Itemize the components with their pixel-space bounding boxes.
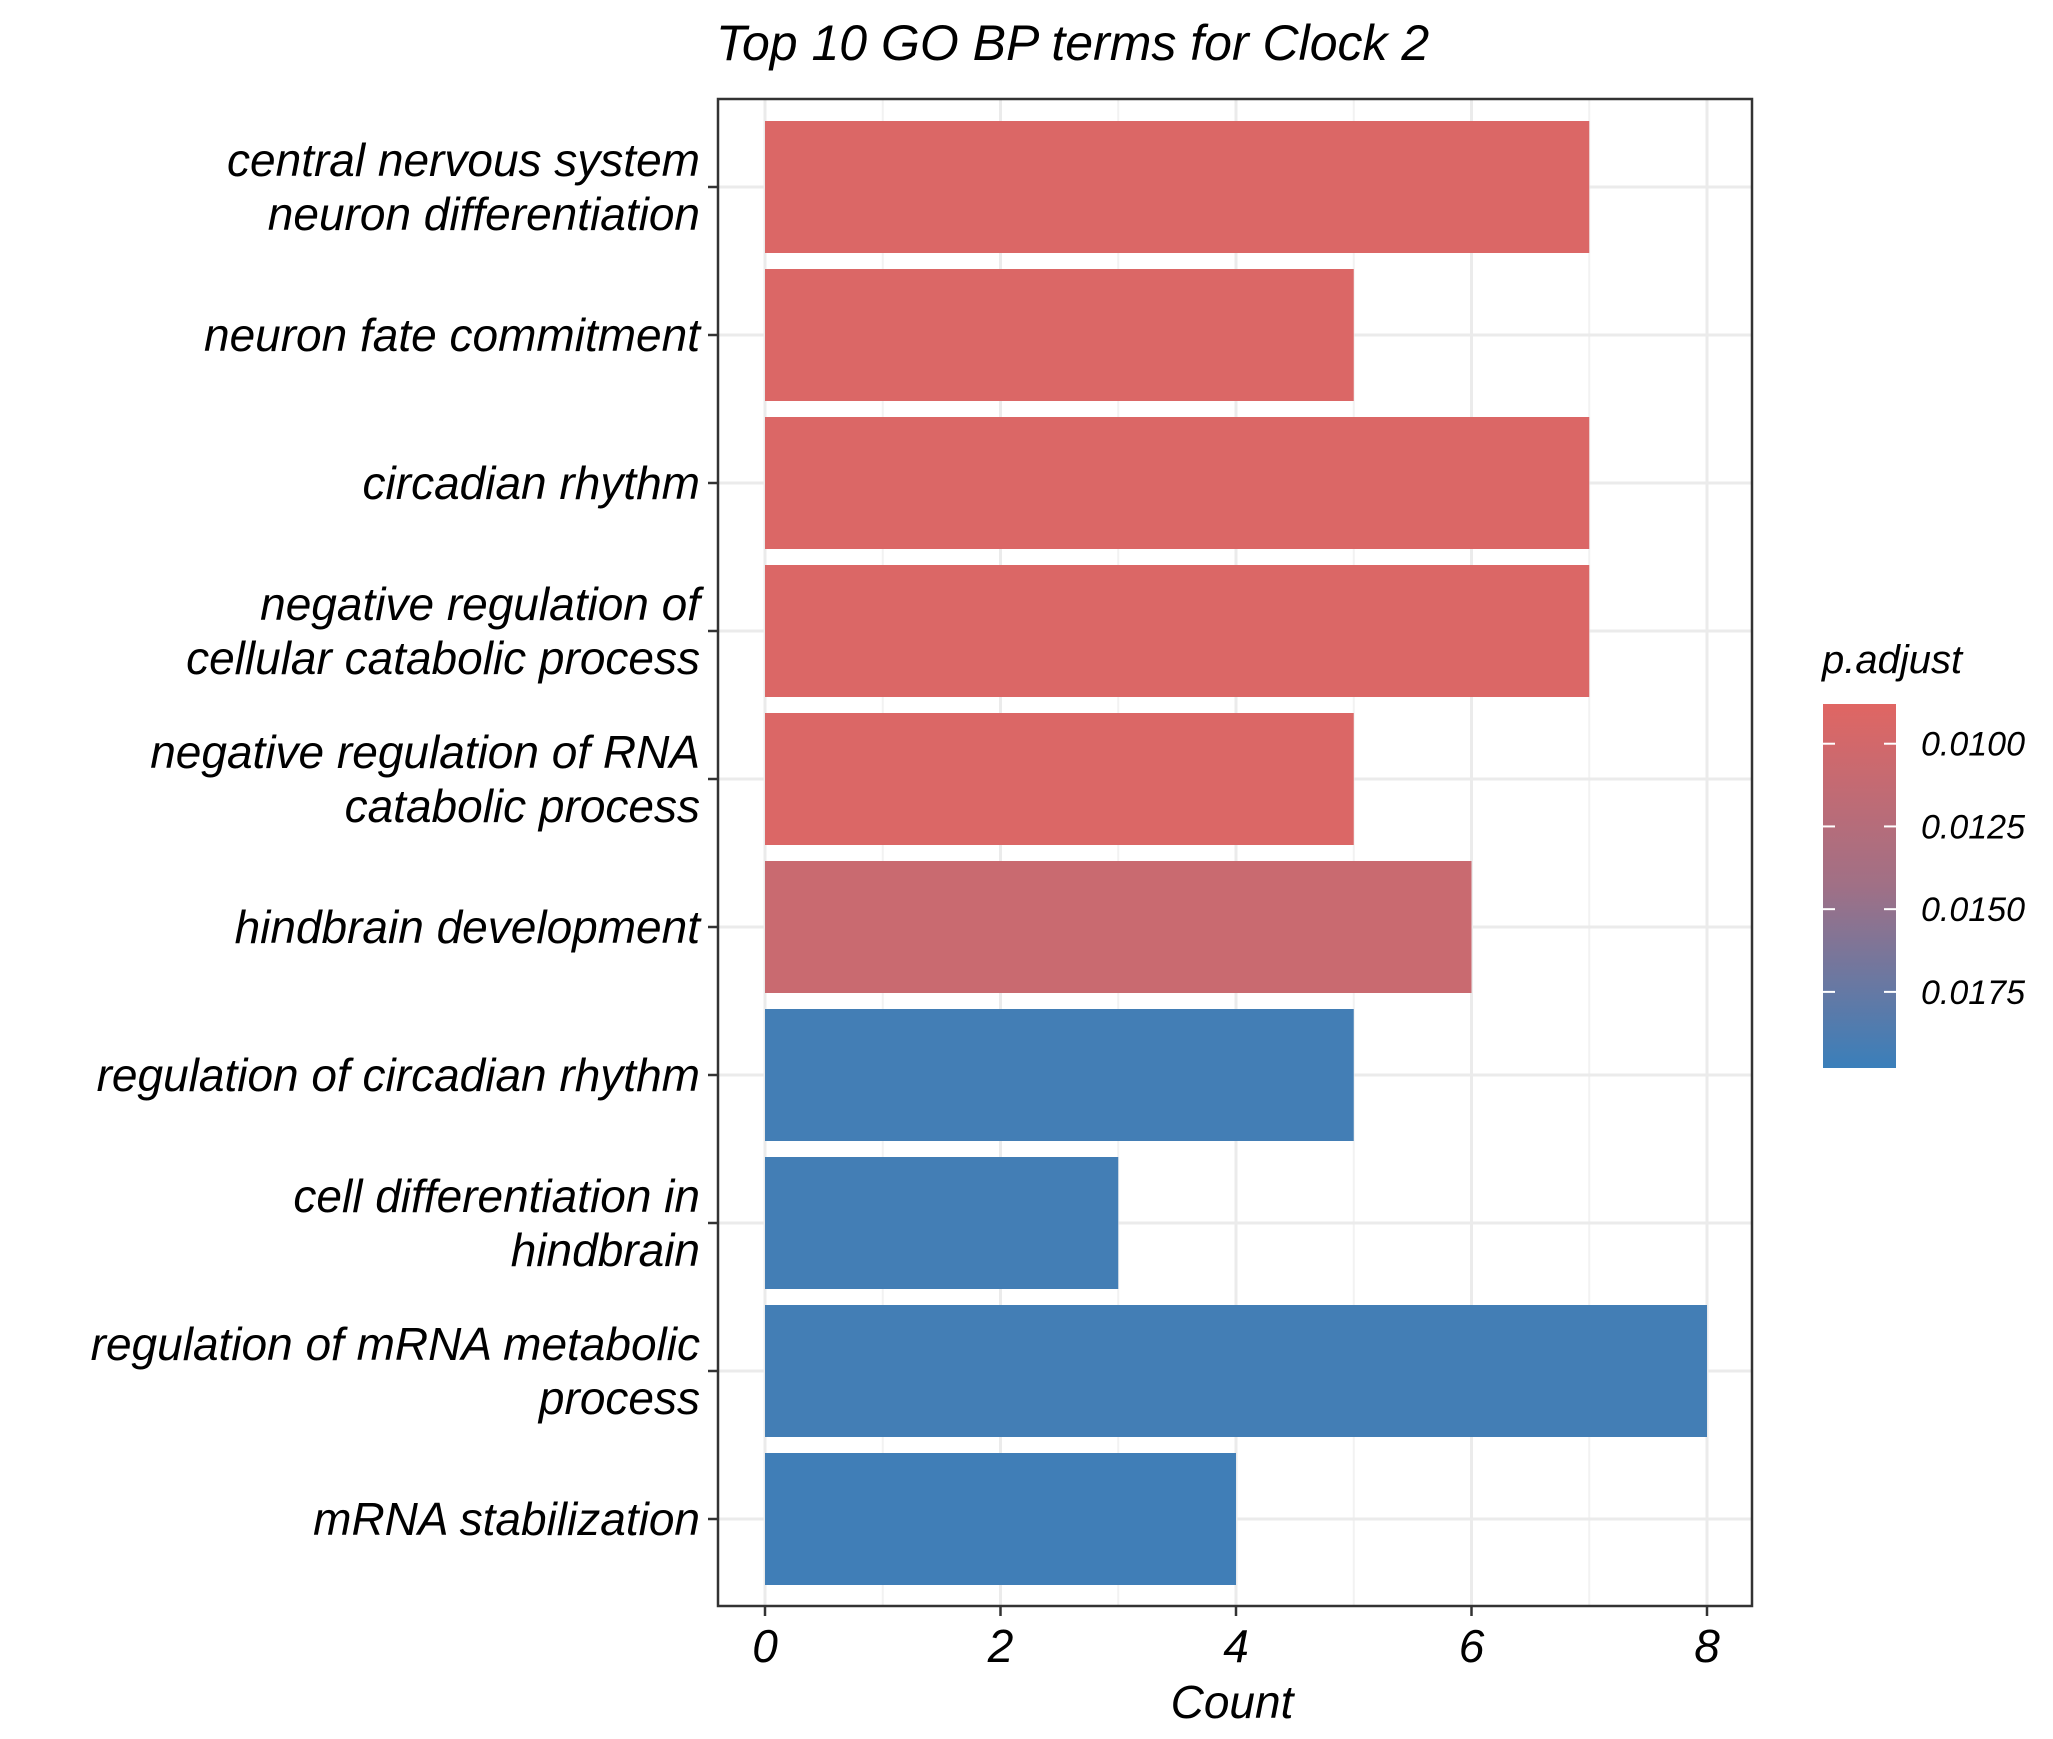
y-tick-label: circadian rhythm: [363, 457, 700, 509]
bar: [765, 713, 1354, 845]
y-tick-label: central nervous system: [227, 134, 700, 186]
bar: [765, 1453, 1236, 1585]
y-tick-label: hindbrain: [511, 1224, 700, 1276]
x-tick-label: 8: [1694, 1620, 1720, 1672]
x-tick-label: 4: [1223, 1620, 1249, 1672]
y-tick-label: cell differentiation in: [293, 1170, 700, 1222]
bar: [765, 417, 1590, 549]
bar: [765, 1305, 1707, 1437]
y-tick-label: mRNA stabilization: [313, 1493, 700, 1545]
y-tick-label: negative regulation of: [260, 578, 704, 630]
x-tick-label: 2: [987, 1620, 1014, 1672]
x-axis: 0 2 4 6 8: [752, 1606, 1720, 1672]
y-tick-label: negative regulation of RNA: [150, 726, 700, 778]
chart-title: Top 10 GO BP terms for Clock 2: [716, 15, 1429, 71]
legend-tick-label: 0.0150: [1921, 891, 2025, 929]
x-axis-title: Count: [1171, 1676, 1296, 1728]
y-tick-label: regulation of mRNA metabolic: [91, 1318, 700, 1370]
y-tick-label: cellular catabolic process: [186, 632, 700, 684]
legend-colorbar: [1823, 704, 1896, 1068]
legend-tick-label: 0.0175: [1921, 974, 2025, 1012]
y-tick-label: process: [537, 1372, 700, 1424]
x-tick-label: 0: [752, 1620, 778, 1672]
bars: [716, 97, 1754, 1608]
bar: [765, 121, 1590, 253]
bar: [765, 861, 1472, 993]
legend-tick-label: 0.0125: [1921, 808, 2025, 846]
bar: [765, 1009, 1354, 1141]
y-tick-label: neuron fate commitment: [204, 309, 702, 361]
legend-tick-label: 0.0100: [1921, 726, 2025, 764]
y-tick-label: hindbrain development: [235, 901, 703, 953]
legend-title: p.adjust: [1821, 638, 1964, 682]
y-tick-label: neuron differentiation: [268, 188, 700, 240]
legend: p.adjust 0.0100 0.0125 0.0150 0.0175: [1821, 638, 2025, 1068]
bar: [765, 1157, 1119, 1289]
y-tick-label: catabolic process: [345, 780, 700, 832]
bar: [765, 269, 1354, 401]
y-tick-label: regulation of circadian rhythm: [97, 1049, 700, 1101]
x-tick-label: 6: [1459, 1620, 1485, 1672]
bar: [765, 565, 1590, 697]
